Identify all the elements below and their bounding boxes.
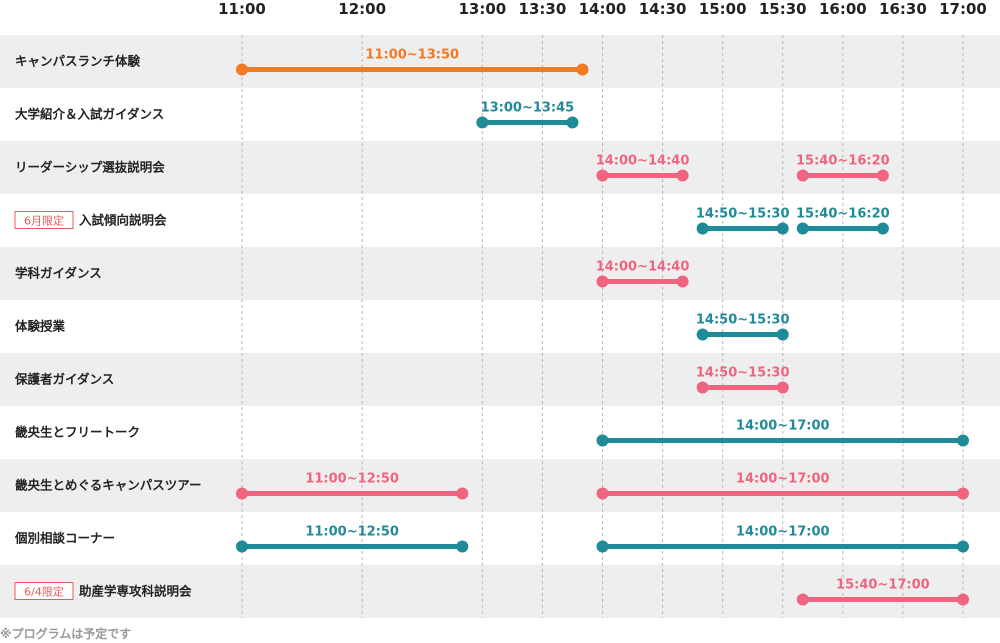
bar-start-dot — [236, 487, 248, 500]
bar-start-dot — [596, 169, 609, 182]
bar-label: 14:50~15:30 — [696, 366, 790, 381]
row-shade — [0, 247, 1000, 300]
bar-label: 14:00~17:00 — [736, 419, 830, 434]
row-label: 個別相談コーナー — [14, 531, 115, 546]
row-shade — [0, 35, 1000, 88]
time-tick-label: 14:00 — [579, 0, 627, 18]
time-tick-label: 11:00 — [218, 0, 266, 18]
bar-label: 11:00~12:50 — [305, 472, 399, 487]
row-shade — [0, 353, 1000, 406]
bar-label: 15:40~17:00 — [836, 578, 930, 593]
bar-start-dot — [236, 63, 248, 76]
bar-start-dot — [696, 222, 709, 235]
bar-end-dot — [776, 328, 789, 341]
row-label: キャンパスランチ体験 — [15, 54, 141, 69]
row-label: 入試傾向説明会 — [79, 213, 167, 228]
bar-label: 11:00~13:50 — [365, 48, 459, 63]
bar-end-dot — [776, 222, 789, 235]
bar-end-dot — [776, 381, 789, 394]
row-backgrounds — [0, 35, 1000, 618]
bar-label: 11:00~12:50 — [305, 525, 399, 540]
limited-tag-label: 6月限定 — [24, 214, 64, 228]
bar-end-dot — [957, 593, 969, 606]
bar-end-dot — [676, 275, 689, 288]
time-tick-label: 15:30 — [759, 0, 807, 18]
bar-start-dot — [696, 381, 709, 394]
time-tick-label: 15:00 — [699, 0, 747, 18]
bar-end-dot — [876, 222, 889, 235]
bar-end-dot — [566, 116, 579, 129]
bar-start-dot — [796, 222, 809, 235]
bar-end-dot — [456, 487, 469, 500]
row-shade — [0, 565, 1000, 618]
row-shade — [0, 459, 1000, 512]
bar-start-dot — [596, 434, 609, 447]
timeline-chart: 11:00 12:00 13:00 13:30 14:00 14:30 15:00 15:30… — [0, 0, 1000, 618]
bar-label: 14:00~14:40 — [596, 260, 690, 275]
time-tick-label: 12:00 — [338, 0, 386, 18]
bar-label: 13:00~13:45 — [481, 101, 575, 116]
bar-end-dot — [576, 63, 589, 76]
limited-tag — [14, 211, 74, 229]
bar-start-dot — [596, 275, 609, 288]
time-tick-label: 13:00 — [458, 0, 506, 18]
row-label: 畿央生とめぐるキャンパスツアー — [15, 478, 202, 493]
time-axis: 11:00 12:00 13:00 13:30 14:00 14:30 15:00 15:30… — [218, 0, 987, 18]
bar-start-dot — [696, 328, 709, 341]
row-label: 大学紹介＆入試ガイダンス — [15, 107, 164, 122]
gridlines — [241, 35, 964, 618]
bar-label: 14:00~17:00 — [736, 472, 830, 487]
row-label: 助産学専攻科説明会 — [79, 584, 192, 599]
row-label: 保護者ガイダンス — [14, 372, 114, 387]
bar-start-dot — [236, 540, 248, 553]
bar-label: 14:50~15:30 — [696, 313, 790, 328]
time-tick-label: 16:00 — [819, 0, 867, 18]
time-tick-label: 16:30 — [879, 0, 927, 18]
bar-label: 15:40~16:20 — [796, 207, 890, 222]
bar-label: 15:40~16:20 — [796, 154, 890, 169]
bar-start-dot — [596, 540, 609, 553]
limited-tag — [14, 582, 74, 600]
row-label: リーダーシップ選抜説明会 — [15, 160, 165, 175]
bar-end-dot — [676, 169, 689, 182]
time-tick-label: 13:30 — [519, 0, 567, 18]
footnote: ※プログラムは予定です — [0, 627, 132, 641]
bar-end-dot — [456, 540, 469, 553]
bar-end-dot — [957, 487, 969, 500]
bar-end-dot — [957, 540, 969, 553]
bar-start-dot — [596, 487, 609, 500]
bar-start-dot — [796, 169, 809, 182]
row-shade — [0, 141, 1000, 194]
limited-tag-label: 6/4限定 — [24, 585, 64, 599]
row-label: 畿央生とフリートーク — [15, 425, 140, 440]
row-label: 学科ガイダンス — [15, 266, 102, 281]
row-label: 体験授業 — [15, 319, 66, 334]
bar-start-dot — [476, 116, 489, 129]
time-tick-label: 17:00 — [939, 0, 987, 18]
bar-label: 14:50~15:30 — [696, 207, 790, 222]
bars: 11:00~13:50 13:00~13:45 14:00~14:40 15:40~1… — [236, 48, 969, 606]
bar-end-dot — [957, 434, 969, 447]
bar-end-dot — [876, 169, 889, 182]
bar-label: 14:00~14:40 — [596, 154, 690, 169]
time-tick-label: 14:30 — [639, 0, 687, 18]
bar-label: 14:00~17:00 — [736, 525, 830, 540]
bar-start-dot — [796, 593, 809, 606]
